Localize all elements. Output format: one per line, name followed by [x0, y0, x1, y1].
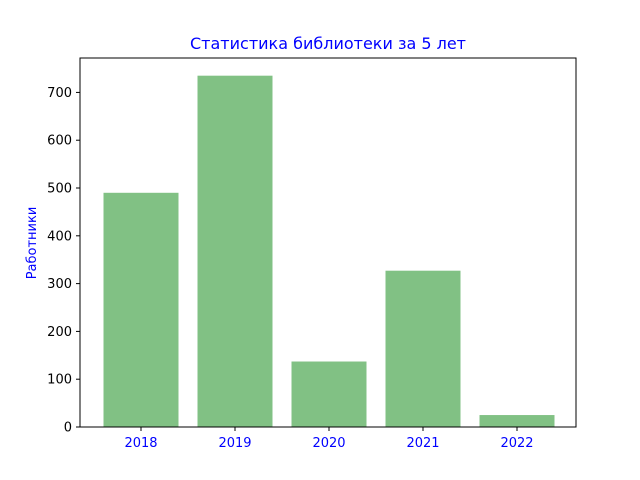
y-tick-label: 100	[47, 373, 72, 388]
y-tick-label: 400	[47, 229, 72, 244]
y-tick-label: 500	[47, 182, 72, 197]
bar-2021	[385, 270, 461, 427]
y-tick-label: 300	[47, 277, 72, 292]
y-tick-label: 700	[47, 86, 72, 101]
x-tick-label: 2020	[312, 436, 345, 451]
x-tick-label: 2018	[124, 436, 157, 451]
y-axis-label: Работники	[25, 207, 40, 280]
x-tick-label: 2021	[406, 436, 439, 451]
bar-2019	[197, 75, 273, 427]
y-tick-label: 0	[64, 421, 72, 436]
bar-2018	[103, 192, 179, 427]
y-tick-label: 600	[47, 134, 72, 149]
chart-title: Статистика библиотеки за 5 лет	[190, 34, 466, 53]
plot-area-frame	[79, 57, 577, 428]
bars-layer	[103, 75, 555, 427]
x-tick-label: 2022	[500, 436, 533, 451]
bar-2020	[291, 361, 367, 427]
x-tick-label: 2019	[218, 436, 251, 451]
ticks-layer: 2018 2019 2020 2021 2022 0 100 200 300 400 500 600 7…	[47, 86, 533, 451]
y-tick-label: 200	[47, 325, 72, 340]
bar-2022	[479, 415, 555, 427]
